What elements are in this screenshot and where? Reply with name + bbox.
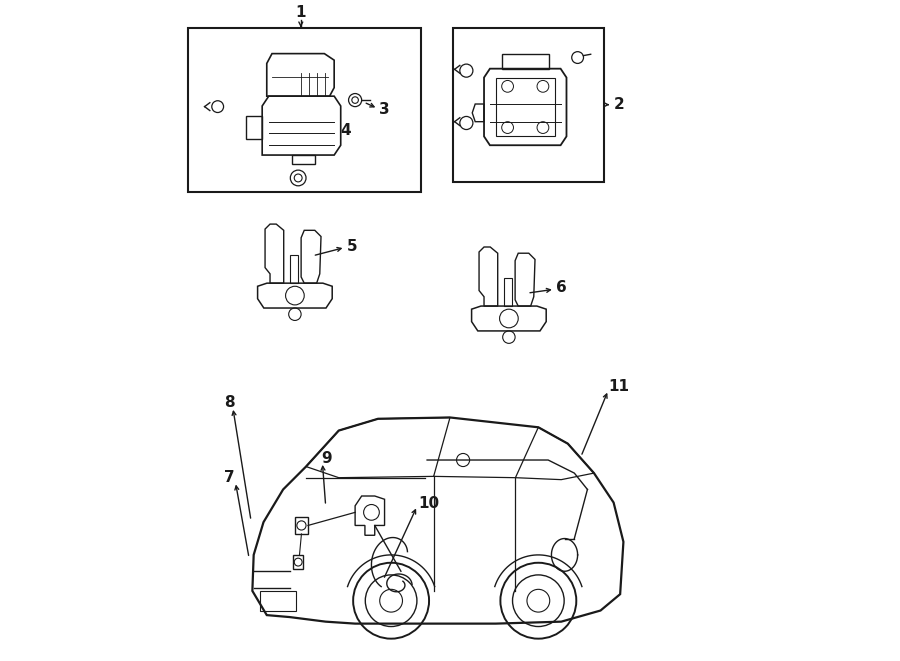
Text: 8: 8 <box>224 395 235 410</box>
Bar <box>454 28 604 182</box>
Text: 4: 4 <box>340 124 351 138</box>
Text: 9: 9 <box>321 451 332 465</box>
Text: 5: 5 <box>346 239 357 254</box>
Text: 2: 2 <box>614 97 625 112</box>
Text: 1: 1 <box>295 5 306 20</box>
Text: 6: 6 <box>556 280 567 295</box>
Text: 7: 7 <box>224 470 235 485</box>
Text: 11: 11 <box>608 379 629 393</box>
Text: 10: 10 <box>418 496 440 512</box>
Bar <box>260 591 296 611</box>
Bar <box>188 28 420 192</box>
Text: 3: 3 <box>379 102 390 118</box>
